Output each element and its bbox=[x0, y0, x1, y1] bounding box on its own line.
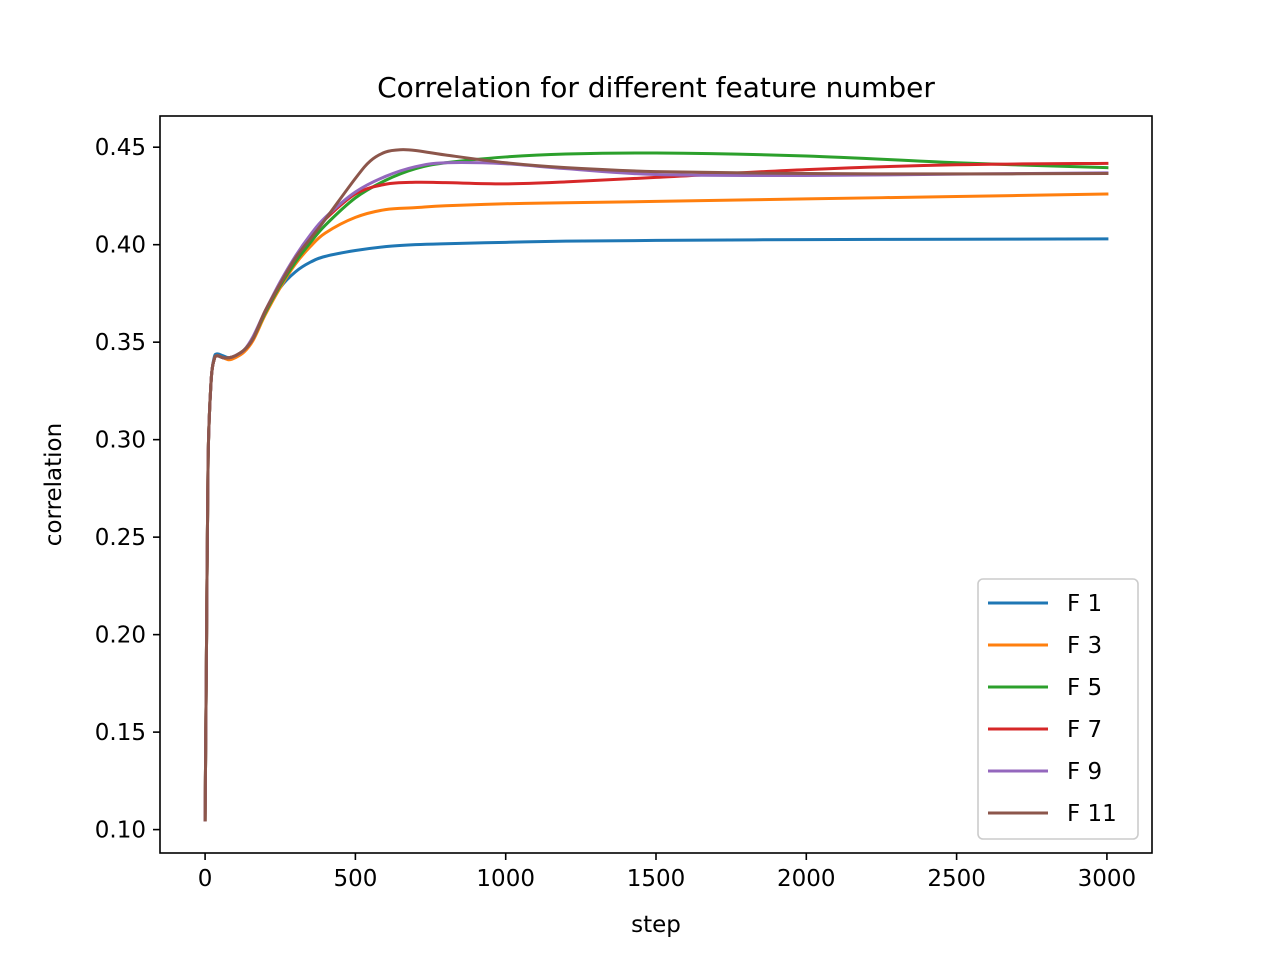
legend-box bbox=[977, 578, 1139, 840]
legend-label: F 7 bbox=[1067, 717, 1102, 743]
series-lines bbox=[203, 148, 1109, 822]
x-tick-label: 500 bbox=[333, 866, 377, 892]
legend-label: F 1 bbox=[1067, 591, 1102, 617]
x-axis-label: step bbox=[631, 912, 681, 938]
y-tick-label: 0.10 bbox=[95, 818, 146, 844]
x-tick-label: 1500 bbox=[627, 866, 686, 892]
x-tick-label: 2000 bbox=[777, 866, 836, 892]
y-tick-label: 0.45 bbox=[95, 135, 146, 161]
legend-label: F 11 bbox=[1067, 801, 1117, 827]
legend: F 1 F 3 F 5 F 7 F 9 F 11 bbox=[977, 578, 1139, 840]
series-line-f11 bbox=[203, 148, 1109, 822]
chart-title: Correlation for different feature number bbox=[377, 71, 935, 104]
x-tick-label: 1000 bbox=[476, 866, 535, 892]
y-tick-label: 0.20 bbox=[95, 623, 146, 649]
y-tick-label: 0.35 bbox=[95, 330, 146, 356]
x-tick-label: 0 bbox=[198, 866, 213, 892]
x-tick-label: 3000 bbox=[1078, 866, 1137, 892]
y-axis-label: correlation bbox=[41, 423, 67, 546]
legend-label: F 9 bbox=[1067, 759, 1102, 785]
legend-label: F 3 bbox=[1067, 633, 1102, 659]
x-axis: 0 500 1000 1500 2000 2500 3000 bbox=[198, 853, 1136, 892]
y-tick-label: 0.15 bbox=[95, 720, 146, 746]
y-tick-label: 0.25 bbox=[95, 525, 146, 551]
y-axis: 0.10 0.15 0.20 0.25 0.30 0.35 0.40 0.45 bbox=[95, 135, 160, 844]
y-tick-label: 0.30 bbox=[95, 428, 146, 454]
legend-label: F 5 bbox=[1067, 675, 1102, 701]
y-tick-label: 0.40 bbox=[95, 233, 146, 259]
x-tick-label: 2500 bbox=[927, 866, 986, 892]
